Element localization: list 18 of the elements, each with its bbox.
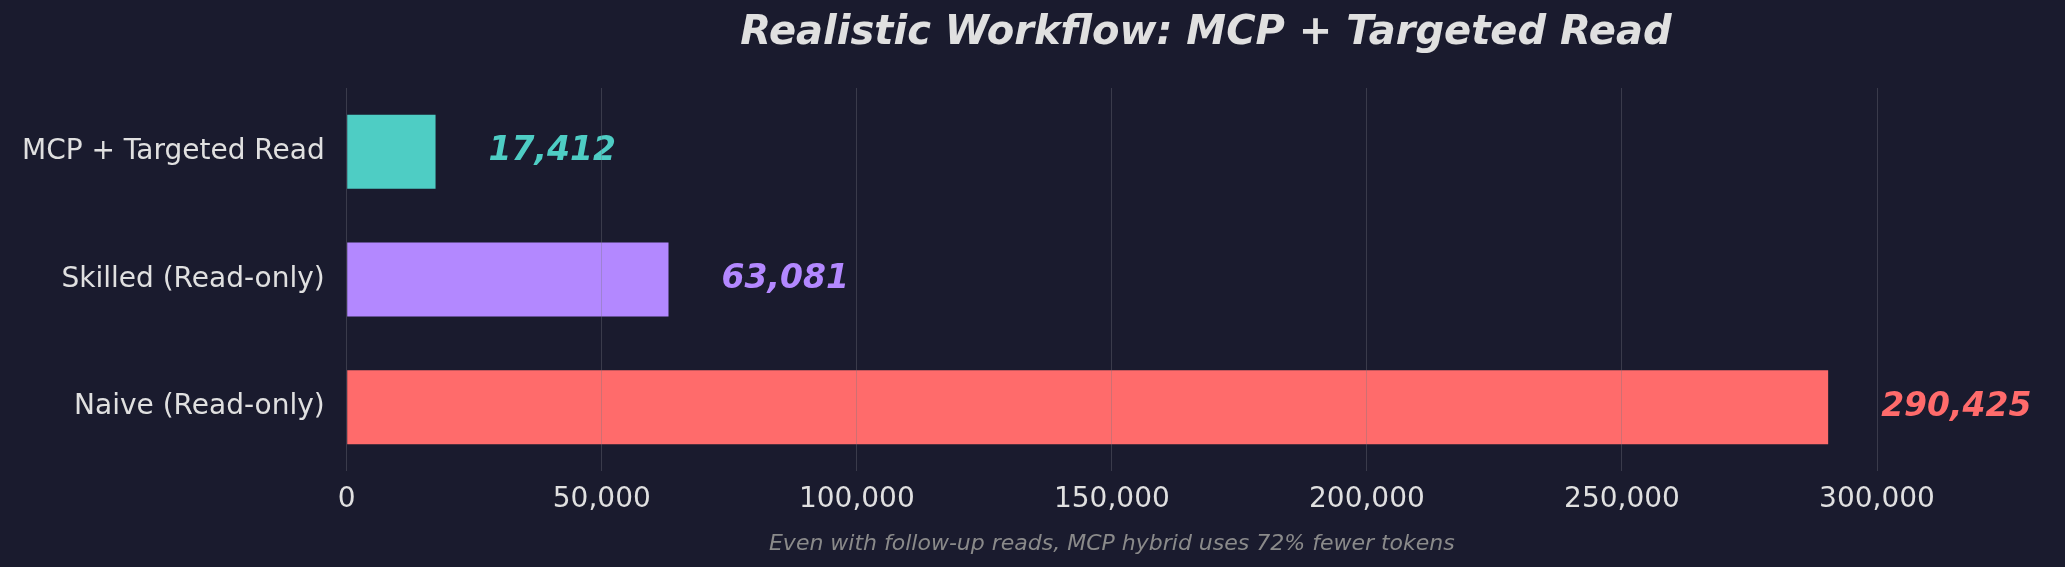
x-tick-label: 300,000: [1819, 481, 1935, 515]
data-label: 63,081: [721, 257, 849, 297]
x-axis-title: Even with follow-up reads, MCP hybrid uses 72% fewer tokens: [768, 529, 1455, 555]
bar: [347, 242, 669, 317]
x-tick-label: 0: [337, 481, 356, 515]
y-tick-label: Skilled (Read-only): [61, 260, 325, 294]
data-label: 290,425: [1881, 384, 2032, 424]
bar: [347, 114, 436, 189]
x-tick-label: 100,000: [798, 481, 915, 515]
data-label: 17,412: [488, 129, 616, 169]
x-tick-label: 50,000: [552, 481, 651, 515]
x-tick-label: 200,000: [1309, 481, 1425, 515]
y-tick-label: Naive (Read-only): [74, 388, 325, 422]
x-tick-label: 250,000: [1564, 481, 1680, 515]
chart-title: Realistic Workflow: MCP + Targeted Read: [740, 7, 1672, 54]
bar: [347, 370, 1829, 445]
x-tick-label: 150,000: [1053, 481, 1170, 515]
y-tick-label: MCP + Targeted Read: [21, 133, 325, 167]
